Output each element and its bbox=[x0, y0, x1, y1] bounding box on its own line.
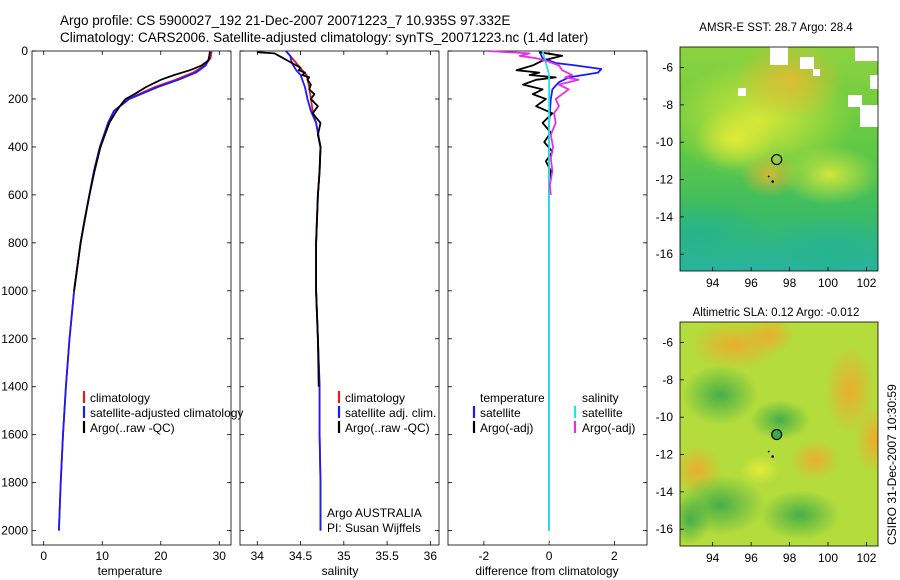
map-y-tick-label: -8 bbox=[662, 373, 673, 387]
legend-label-temp-argo: Argo(-adj) bbox=[480, 421, 533, 435]
sst-track-point bbox=[771, 180, 774, 183]
sla-map-image bbox=[680, 322, 878, 546]
legend-title-salinity: salinity bbox=[582, 391, 619, 405]
x-tick-label: 35.5 bbox=[375, 549, 399, 563]
sla-map-frame bbox=[679, 321, 879, 547]
sst-argo-marker bbox=[771, 153, 783, 166]
legend-label-satellite-adjusted: satellite-adjusted climatology bbox=[90, 406, 243, 420]
principal-investigator-label: PI: Susan Wijffels bbox=[327, 521, 421, 535]
x-tick-label: 36 bbox=[424, 549, 438, 563]
legend-title-temperature: temperature bbox=[480, 391, 545, 405]
sst-map-image bbox=[680, 47, 878, 271]
map-x-tick-label: 100 bbox=[818, 551, 838, 565]
salinity-legend: climatology satellite adj. clim. Argo(..… bbox=[337, 391, 436, 435]
map-y-tick-label: -6 bbox=[662, 336, 673, 350]
map-x-tick-label: 102 bbox=[856, 551, 876, 565]
series-line-argo-raw-qc- bbox=[257, 51, 322, 387]
y-tick-label: 2000 bbox=[1, 524, 28, 538]
y-tick-label: 1200 bbox=[1, 332, 28, 346]
map-y-tick-label: -10 bbox=[656, 410, 674, 424]
csiro-timestamp: CSIRO 31-Dec-2007 10:30:59 bbox=[885, 384, 899, 545]
map-y-tick-label: -16 bbox=[656, 522, 674, 536]
x-tick-label: 10 bbox=[96, 549, 110, 563]
sst-map-ticks: 94 96 98 100 102 -6 -8 -10 -12 -14 -16 bbox=[656, 61, 877, 290]
sla-argo-marker bbox=[771, 428, 783, 441]
sla-map-title: Altimetric SLA: 0.12 Argo: -0.012 bbox=[693, 307, 860, 319]
x-tick-label: 2 bbox=[611, 549, 618, 563]
y-tick-label: 0 bbox=[21, 44, 28, 58]
legend-label-argo: Argo(..raw -QC) bbox=[90, 421, 175, 435]
sla-track-point bbox=[771, 455, 774, 458]
map-y-tick-label: -14 bbox=[656, 210, 674, 224]
temperature-xlabel: temperature bbox=[98, 564, 163, 578]
argo-program-label: Argo AUSTRALIA bbox=[327, 506, 422, 520]
x-tick-label: 30 bbox=[213, 549, 227, 563]
legend-label-satellite: satellite adj. clim. bbox=[345, 406, 436, 420]
map-x-tick-label: 100 bbox=[818, 276, 838, 290]
map-y-tick-label: -16 bbox=[656, 247, 674, 261]
difference-axes bbox=[447, 50, 648, 546]
x-tick-label: 0 bbox=[40, 549, 47, 563]
figure-title-line1: Argo profile: CS 5900027_192 21-Dec-2007… bbox=[60, 13, 510, 28]
y-tick-label: 1600 bbox=[1, 428, 28, 442]
map-x-tick-label: 98 bbox=[783, 551, 797, 565]
map-y-tick-label: -14 bbox=[656, 485, 674, 499]
y-tick-label: 200 bbox=[8, 92, 28, 106]
difference-xlabel: difference from climatology bbox=[475, 564, 618, 578]
map-y-tick-label: -10 bbox=[656, 135, 674, 149]
figure-title-line2: Climatology: CARS2006. Satellite-adjuste… bbox=[60, 30, 588, 45]
map-x-tick-label: 94 bbox=[706, 276, 720, 290]
y-tick-label: 1800 bbox=[1, 476, 28, 490]
y-tick-label: 1000 bbox=[1, 284, 28, 298]
series-line-climatology bbox=[58, 50, 213, 531]
difference-legend: temperature satellite Argo(-adj) salinit… bbox=[472, 391, 635, 435]
legend-label-climatology: climatology bbox=[345, 391, 405, 405]
map-y-tick-label: -6 bbox=[662, 61, 673, 75]
salinity-xlabel: salinity bbox=[322, 564, 359, 578]
series-line-satellite-adjusted-climatology bbox=[58, 50, 211, 531]
y-tick-label: 1400 bbox=[1, 380, 28, 394]
map-x-tick-label: 96 bbox=[744, 276, 758, 290]
y-tick-label: 400 bbox=[8, 140, 28, 154]
salinity-axes bbox=[239, 50, 440, 546]
temperature-legend: climatology satellite-adjusted climatolo… bbox=[82, 391, 243, 435]
series-line-argo-raw-qc- bbox=[73, 52, 211, 291]
legend-label-temp-satellite: satellite bbox=[480, 406, 521, 420]
x-tick-label: 34 bbox=[251, 549, 265, 563]
x-tick-label: 34.5 bbox=[289, 549, 313, 563]
map-x-tick-label: 98 bbox=[783, 276, 797, 290]
sla-track-point bbox=[767, 450, 770, 453]
map-x-tick-label: 94 bbox=[706, 551, 720, 565]
map-x-tick-label: 96 bbox=[744, 551, 758, 565]
sst-map-frame bbox=[679, 46, 879, 272]
x-tick-label: 20 bbox=[154, 549, 168, 563]
series-line-salinity-satellite bbox=[541, 50, 550, 531]
map-y-tick-label: -12 bbox=[656, 448, 674, 462]
temperature-axes bbox=[31, 50, 232, 546]
x-tick-label: 0 bbox=[546, 549, 553, 563]
x-tick-label: -2 bbox=[479, 549, 490, 563]
legend-label-sal-satellite: satellite bbox=[582, 406, 623, 420]
sst-map-title: AMSR-E SST: 28.7 Argo: 28.4 bbox=[699, 22, 853, 34]
legend-label-sal-argo: Argo(-adj) bbox=[582, 421, 635, 435]
sla-map-ticks: 94 96 98 100 102 -6 -8 -10 -12 -14 -16 bbox=[656, 336, 877, 565]
legend-label-argo: Argo(..raw -QC) bbox=[345, 421, 430, 435]
map-x-tick-label: 102 bbox=[856, 276, 876, 290]
x-tick-label: 35 bbox=[337, 549, 351, 563]
map-y-tick-label: -12 bbox=[656, 173, 674, 187]
y-tick-label: 800 bbox=[8, 236, 28, 250]
y-tick-label: 600 bbox=[8, 188, 28, 202]
series-line-salinity-argo-adj- bbox=[487, 50, 580, 195]
map-y-tick-label: -8 bbox=[662, 98, 673, 112]
legend-label-climatology: climatology bbox=[90, 391, 150, 405]
sst-track-point bbox=[767, 175, 770, 178]
tick-layer: 0 10 20 30020040060080010001200140016001800… bbox=[1, 44, 647, 563]
series-layer bbox=[58, 50, 603, 531]
